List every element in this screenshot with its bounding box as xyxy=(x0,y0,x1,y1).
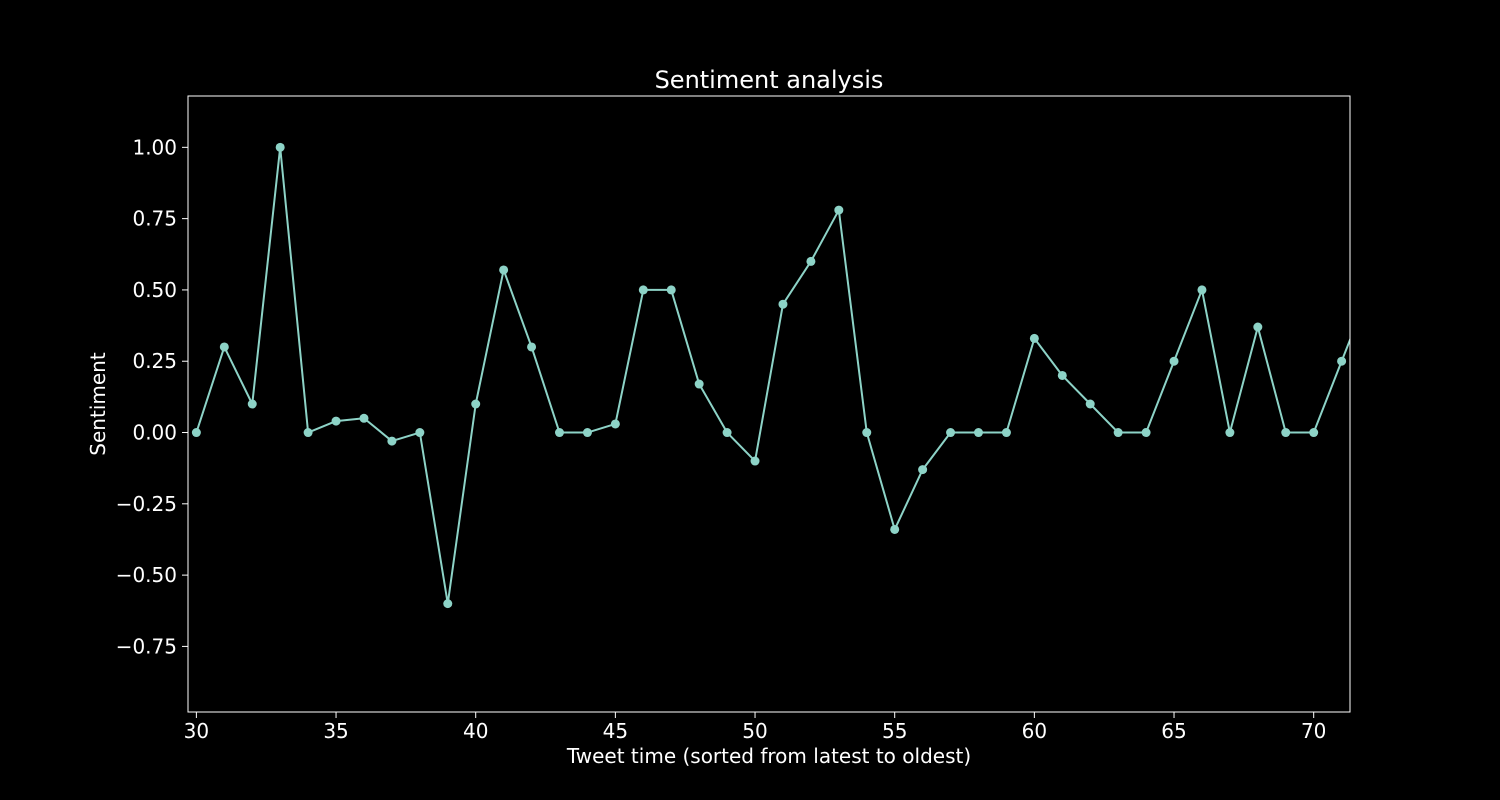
data-point xyxy=(275,142,285,152)
data-point xyxy=(778,299,788,309)
data-point xyxy=(806,256,816,266)
data-point xyxy=(471,399,481,409)
data-point xyxy=(219,342,229,352)
y-tick-label: −0.50 xyxy=(116,563,177,587)
data-point xyxy=(1309,428,1319,438)
data-point xyxy=(331,416,341,426)
data-point xyxy=(555,428,564,438)
data-point xyxy=(415,428,425,438)
x-tick-label: 65 xyxy=(1161,719,1186,743)
data-point xyxy=(499,265,509,275)
data-point xyxy=(638,285,648,295)
data-point xyxy=(1281,428,1291,438)
data-point xyxy=(1085,399,1095,409)
data-point xyxy=(527,342,537,352)
data-point xyxy=(443,599,453,609)
y-tick-label: −0.25 xyxy=(116,492,177,516)
data-point xyxy=(750,456,760,466)
data-point xyxy=(247,399,257,409)
y-tick-label: −0.75 xyxy=(116,634,177,658)
y-tick-label: 1.00 xyxy=(132,135,177,159)
data-point xyxy=(1337,356,1347,366)
x-tick-label: 50 xyxy=(742,719,767,743)
data-point xyxy=(1113,428,1123,438)
plot-frame xyxy=(187,95,1351,713)
y-tick-label: 0.75 xyxy=(132,207,177,231)
x-tick-label: 60 xyxy=(1022,719,1047,743)
data-point xyxy=(666,285,676,295)
data-point xyxy=(722,428,732,438)
data-point xyxy=(862,428,872,438)
data-point xyxy=(694,379,704,389)
data-point xyxy=(1365,285,1374,294)
x-tick-label: 70 xyxy=(1301,719,1326,743)
x-tick-label: 30 xyxy=(184,719,209,743)
data-point xyxy=(834,205,844,215)
x-tick-label: 45 xyxy=(603,719,628,743)
data-point xyxy=(387,436,397,446)
x-tick-label: 55 xyxy=(882,719,907,743)
data-point xyxy=(191,428,201,438)
data-point xyxy=(1029,333,1039,343)
x-tick-label: 40 xyxy=(463,719,488,743)
y-tick-label: 0.00 xyxy=(132,421,177,445)
y-tick-label: 0.25 xyxy=(132,349,177,373)
y-axis-title: Sentiment xyxy=(86,352,110,456)
data-point xyxy=(946,428,956,438)
x-axis-title: Tweet time (sorted from latest to oldest… xyxy=(566,744,971,768)
y-axis: 1.00 0.75 0.50 0.25 0.00 −0.25 −0.50 −0.75 xyxy=(116,135,188,658)
data-point xyxy=(1253,322,1263,332)
data-point xyxy=(1197,285,1207,295)
chart-title: Sentiment analysis xyxy=(655,66,884,94)
data-point xyxy=(890,524,900,534)
x-tick-label: 35 xyxy=(323,719,348,743)
data-point xyxy=(610,419,620,429)
data-point xyxy=(918,465,928,475)
data-point xyxy=(1141,428,1151,438)
data-point xyxy=(1169,356,1179,366)
data-point xyxy=(582,428,592,438)
data-point xyxy=(974,428,983,438)
y-tick-label: 0.50 xyxy=(132,278,177,302)
data-point xyxy=(1001,428,1011,438)
data-point xyxy=(1225,428,1235,438)
data-point xyxy=(359,413,369,423)
data-point xyxy=(303,428,313,438)
series-line xyxy=(195,146,1350,605)
series-layer xyxy=(191,142,1374,609)
data-point xyxy=(1057,370,1067,380)
x-axis: 30 35 40 45 50 55 60 65 70 xyxy=(184,712,1326,743)
